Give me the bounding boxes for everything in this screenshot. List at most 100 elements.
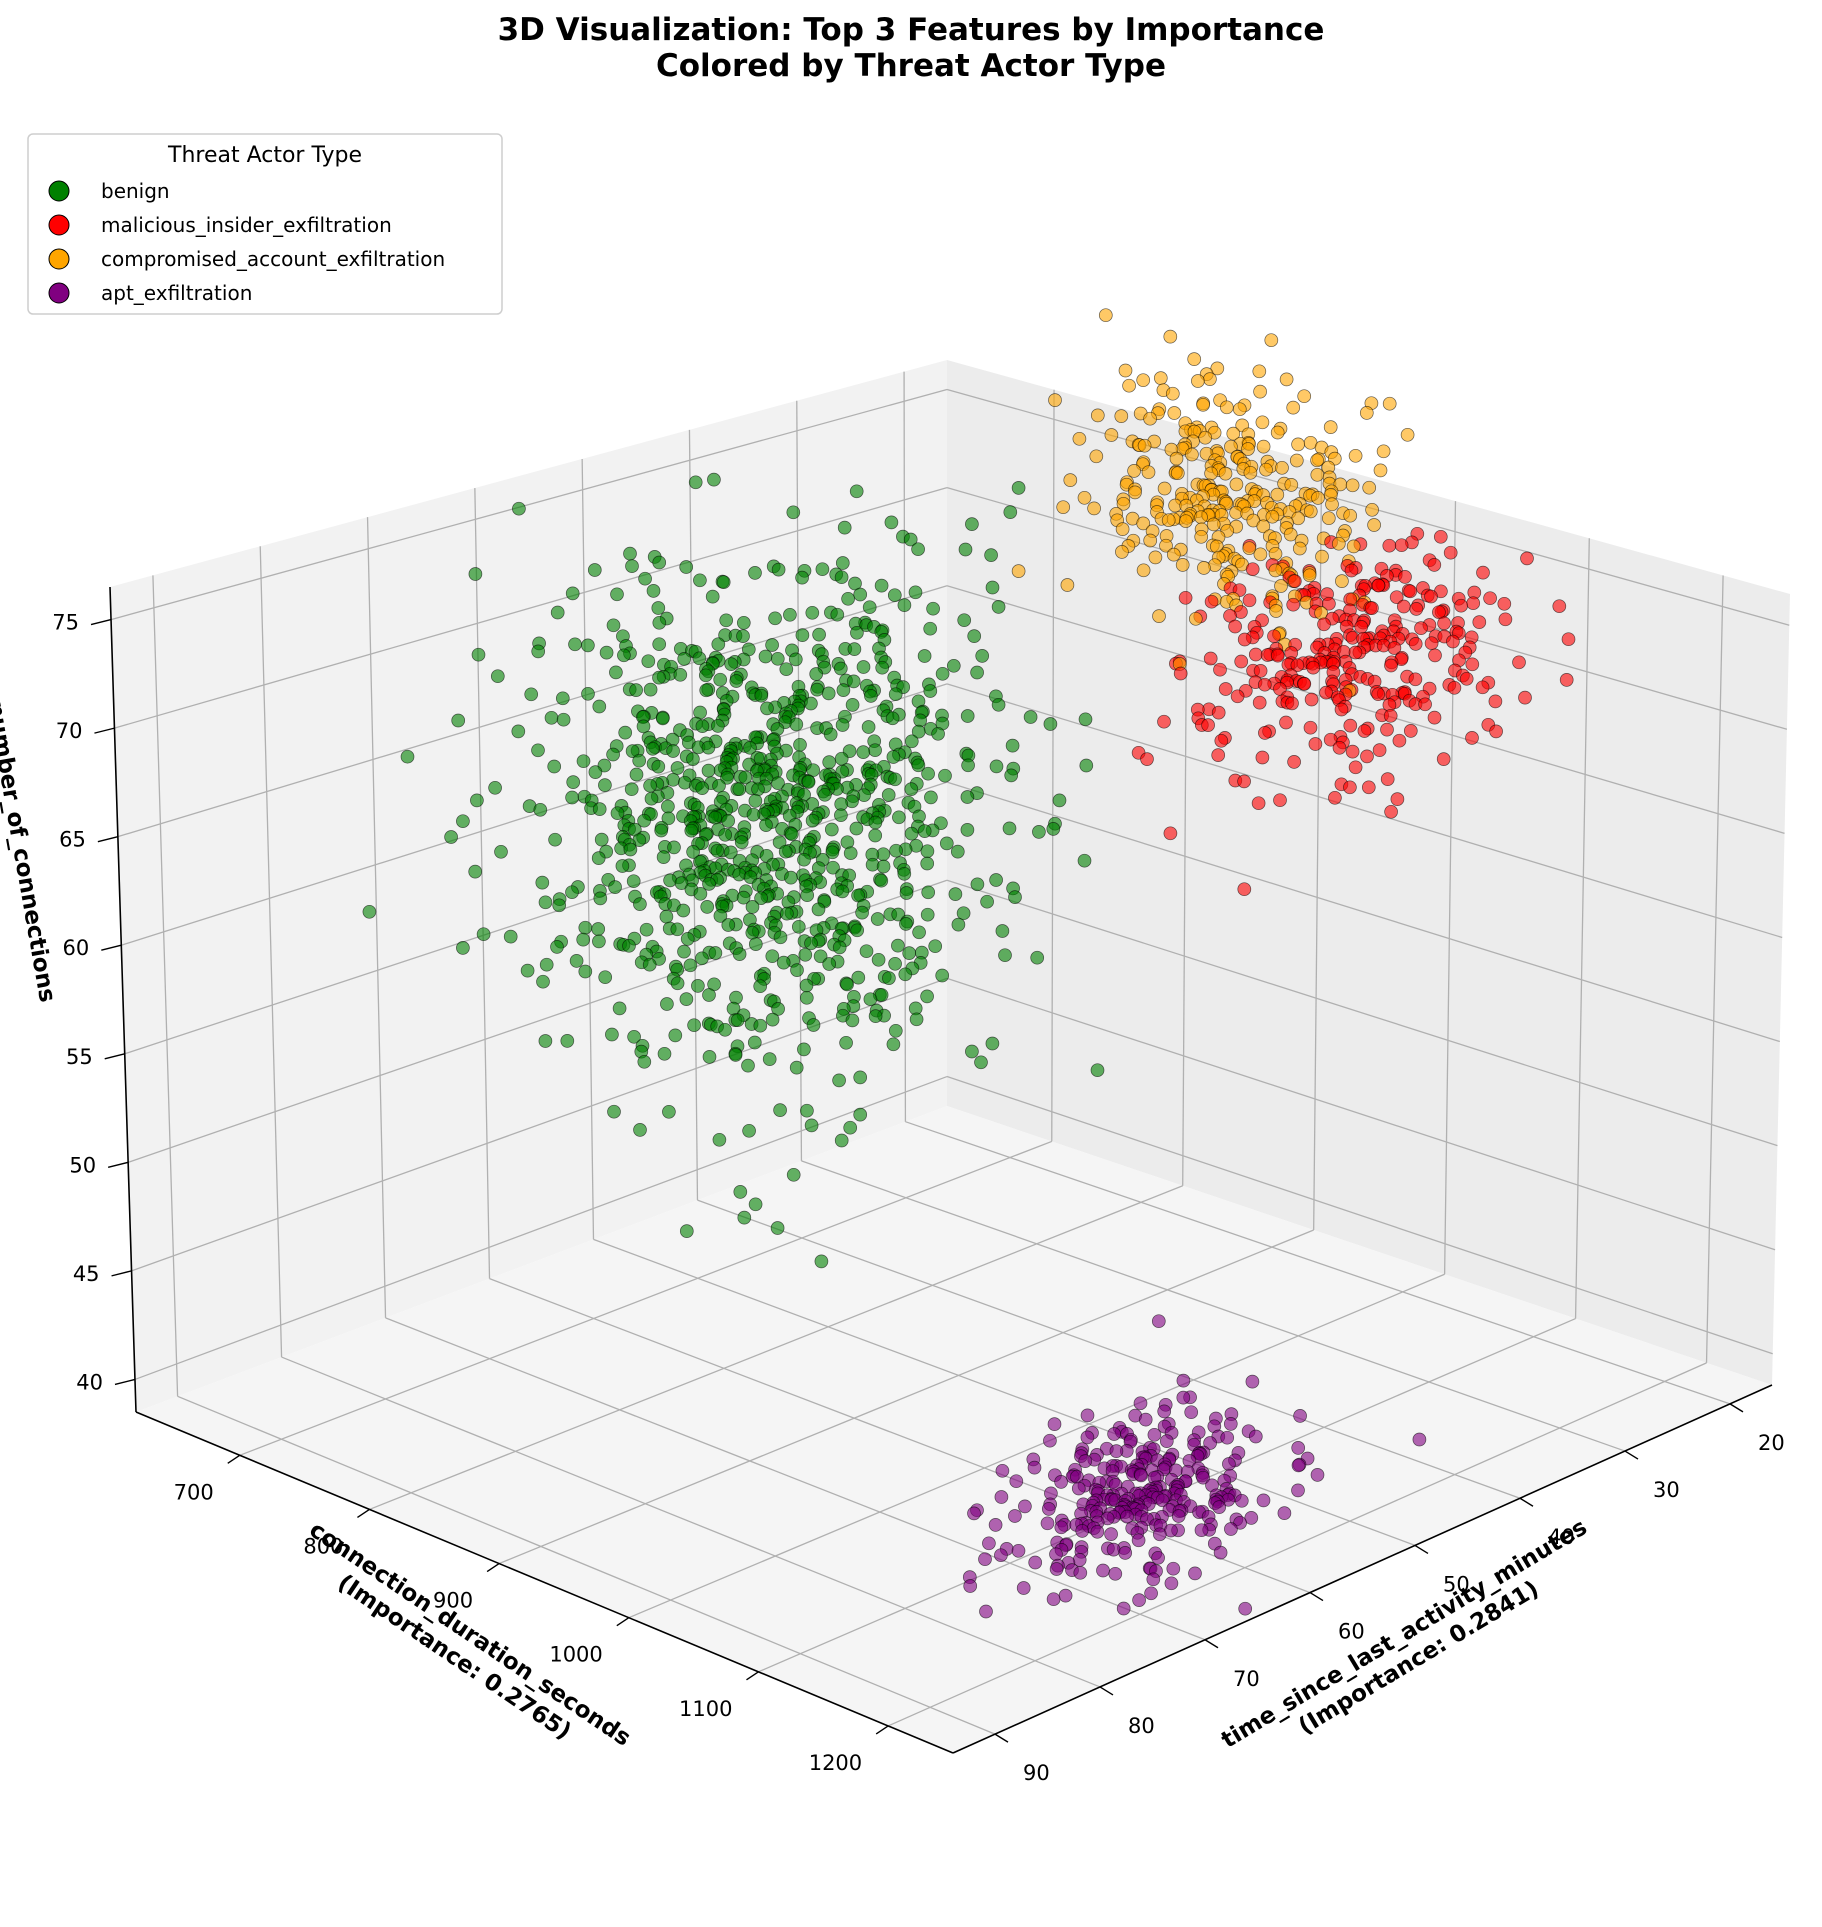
scatter-point (917, 824, 932, 838)
scatter-point (897, 866, 912, 881)
scatter-point (1128, 485, 1142, 500)
scatter-point (1373, 463, 1388, 478)
scatter-point (652, 670, 666, 685)
z-gridline-right (946, 977, 1776, 1251)
y-gridline-floor (697, 1199, 1521, 1499)
scatter-point (1248, 1429, 1263, 1444)
scatter-point (856, 745, 871, 759)
scatter-point (864, 689, 878, 703)
scatter-point (629, 767, 644, 782)
scatter-point (776, 955, 791, 970)
scatter-points (362, 308, 1576, 1619)
scatter-point (1163, 329, 1178, 344)
scatter-point (708, 810, 723, 825)
scatter-point (544, 710, 559, 725)
scatter-point (1206, 517, 1221, 532)
scatter-point (760, 701, 774, 716)
scatter-point (592, 802, 607, 816)
scatter-point (470, 793, 484, 808)
scatter-point (1251, 796, 1266, 811)
scatter-point (923, 621, 938, 636)
scatter-point (853, 1107, 868, 1122)
scatter-point (1152, 1527, 1167, 1542)
scatter-point (1428, 648, 1442, 663)
scatter-point (1315, 549, 1329, 564)
scatter-point (946, 658, 961, 673)
scatter-point (627, 1029, 641, 1044)
scatter-point (1252, 364, 1267, 379)
scatter-point (1389, 590, 1404, 605)
scatter-point (1169, 451, 1184, 466)
scatter-point (800, 1103, 814, 1118)
scatter-point (1118, 1546, 1133, 1560)
legend: Threat Actor Type benign malicious_inside… (27, 133, 503, 315)
scatter-point (991, 600, 1006, 614)
z-tick-label: 70 (56, 719, 83, 743)
scatter-point (1269, 604, 1283, 618)
scatter-point (771, 562, 786, 577)
scatter-point (1454, 598, 1468, 613)
scatter-point (1303, 720, 1318, 735)
scatter-point (1049, 1547, 1063, 1562)
scatter-point (1043, 717, 1058, 731)
scatter-point (738, 770, 753, 785)
z-tick-label: 50 (69, 1153, 96, 1177)
scatter-point (1371, 687, 1386, 702)
scatter-point (1268, 563, 1283, 578)
y-gridline-wall (152, 575, 179, 1397)
scatter-point (1259, 462, 1273, 477)
scatter-point (456, 941, 470, 955)
scatter-point (754, 891, 768, 906)
scatter-point (1291, 1458, 1306, 1473)
scatter-point (1220, 1430, 1235, 1445)
scatter-point (912, 925, 926, 940)
scatter-point (512, 501, 526, 516)
x-axis-line (135, 1411, 954, 1754)
scatter-point (822, 957, 837, 971)
z-tick-label: 55 (66, 1045, 93, 1069)
scatter-point (1483, 591, 1497, 606)
z-tick-mark (94, 727, 115, 734)
scatter-point (599, 645, 614, 660)
scatter-point (1009, 1474, 1024, 1489)
scatter-point (712, 1132, 727, 1147)
scatter-point (786, 1167, 801, 1182)
scatter-point (1140, 752, 1154, 766)
scatter-point (1226, 426, 1241, 441)
scatter-point (778, 844, 793, 859)
scatter-point (1104, 428, 1119, 442)
scatter-point (978, 1552, 992, 1567)
scatter-point (1136, 563, 1151, 578)
scatter-point (1291, 1483, 1305, 1498)
scatter-point (1475, 680, 1490, 695)
scatter-point (565, 586, 580, 601)
scatter-point (748, 1197, 763, 1212)
scatter-point (468, 864, 483, 879)
scatter-point (1090, 1524, 1105, 1539)
scatter-point (531, 743, 545, 758)
scatter-point (536, 974, 550, 989)
scatter-point (801, 775, 816, 789)
scatter-point (1176, 1373, 1191, 1388)
scatter-point (770, 1221, 785, 1235)
scatter-point (1310, 453, 1324, 468)
z-gridline-left (114, 486, 948, 729)
scatter-point (644, 791, 659, 806)
scatter-point (661, 799, 675, 814)
scatter-point (989, 873, 1003, 887)
x-gridline-floor (498, 1229, 1314, 1565)
scatter-point (547, 759, 562, 774)
scatter-point (618, 725, 633, 740)
scatter-point (606, 618, 621, 633)
scatter-point (1559, 673, 1574, 687)
scatter-point (1159, 538, 1173, 553)
scatter-point (1291, 1441, 1306, 1455)
scatter-point (789, 1060, 804, 1075)
scatter-point (795, 628, 810, 642)
scatter-point (1242, 593, 1257, 608)
scatter-point (636, 719, 651, 734)
legend-marker (48, 282, 70, 304)
scatter-point (721, 918, 736, 932)
scatter-point (1343, 780, 1357, 795)
